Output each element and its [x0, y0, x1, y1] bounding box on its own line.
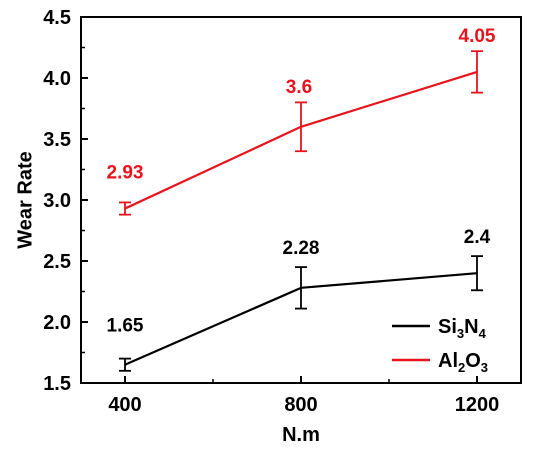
y-axis-title: Wear Rate [14, 151, 36, 248]
data-label-al2o3: 2.93 [107, 163, 144, 184]
legend-item-al2o3: Al2O3 [392, 350, 488, 375]
data-labels: 1.65 2.28 2.4 2.93 3.6 4.05 [107, 26, 496, 337]
legend-subscript: 4 [479, 326, 487, 341]
legend-text-part: Si [438, 316, 457, 338]
x-axis-title: N.m [282, 424, 320, 446]
legend-text-part: O [465, 350, 481, 372]
y-tick-label: 3.0 [43, 190, 71, 212]
data-label-si3n4: 2.4 [464, 227, 491, 248]
legend-text-part: Al [438, 350, 458, 372]
data-label-si3n4: 2.28 [283, 238, 320, 259]
series-al2o3 [119, 50, 483, 216]
x-tick-label: 800 [284, 394, 317, 416]
y-tick-label: 4.0 [43, 68, 71, 90]
legend-text-part: N [464, 316, 478, 338]
x-tick-label: 1200 [455, 394, 500, 416]
legend-subscript: 3 [481, 360, 488, 375]
x-tick-label: 400 [108, 394, 141, 416]
axes: 1.5 2.0 2.5 3.0 3.5 4.0 4.5 400 800 1200 [43, 7, 522, 416]
y-tick-label: 2.5 [43, 251, 71, 273]
series-si3n4 [119, 255, 483, 372]
y-tick-label: 1.5 [43, 373, 71, 395]
data-label-al2o3: 3.6 [286, 77, 312, 98]
data-label-al2o3: 4.05 [459, 26, 496, 47]
y-tick-label: 4.5 [43, 7, 71, 29]
data-label-si3n4: 1.65 [107, 316, 144, 337]
legend-item-si3n4: Si3N4 [392, 316, 487, 341]
legend-subscript: 3 [457, 326, 464, 341]
legend-label-si3n4: Si3N4 [438, 316, 487, 341]
y-tick-label: 2.0 [43, 312, 71, 334]
legend-label-al2o3: Al2O3 [438, 350, 488, 375]
y-tick-label: 3.5 [43, 129, 71, 151]
series-layer [119, 50, 483, 372]
legend-subscript: 2 [458, 360, 465, 375]
